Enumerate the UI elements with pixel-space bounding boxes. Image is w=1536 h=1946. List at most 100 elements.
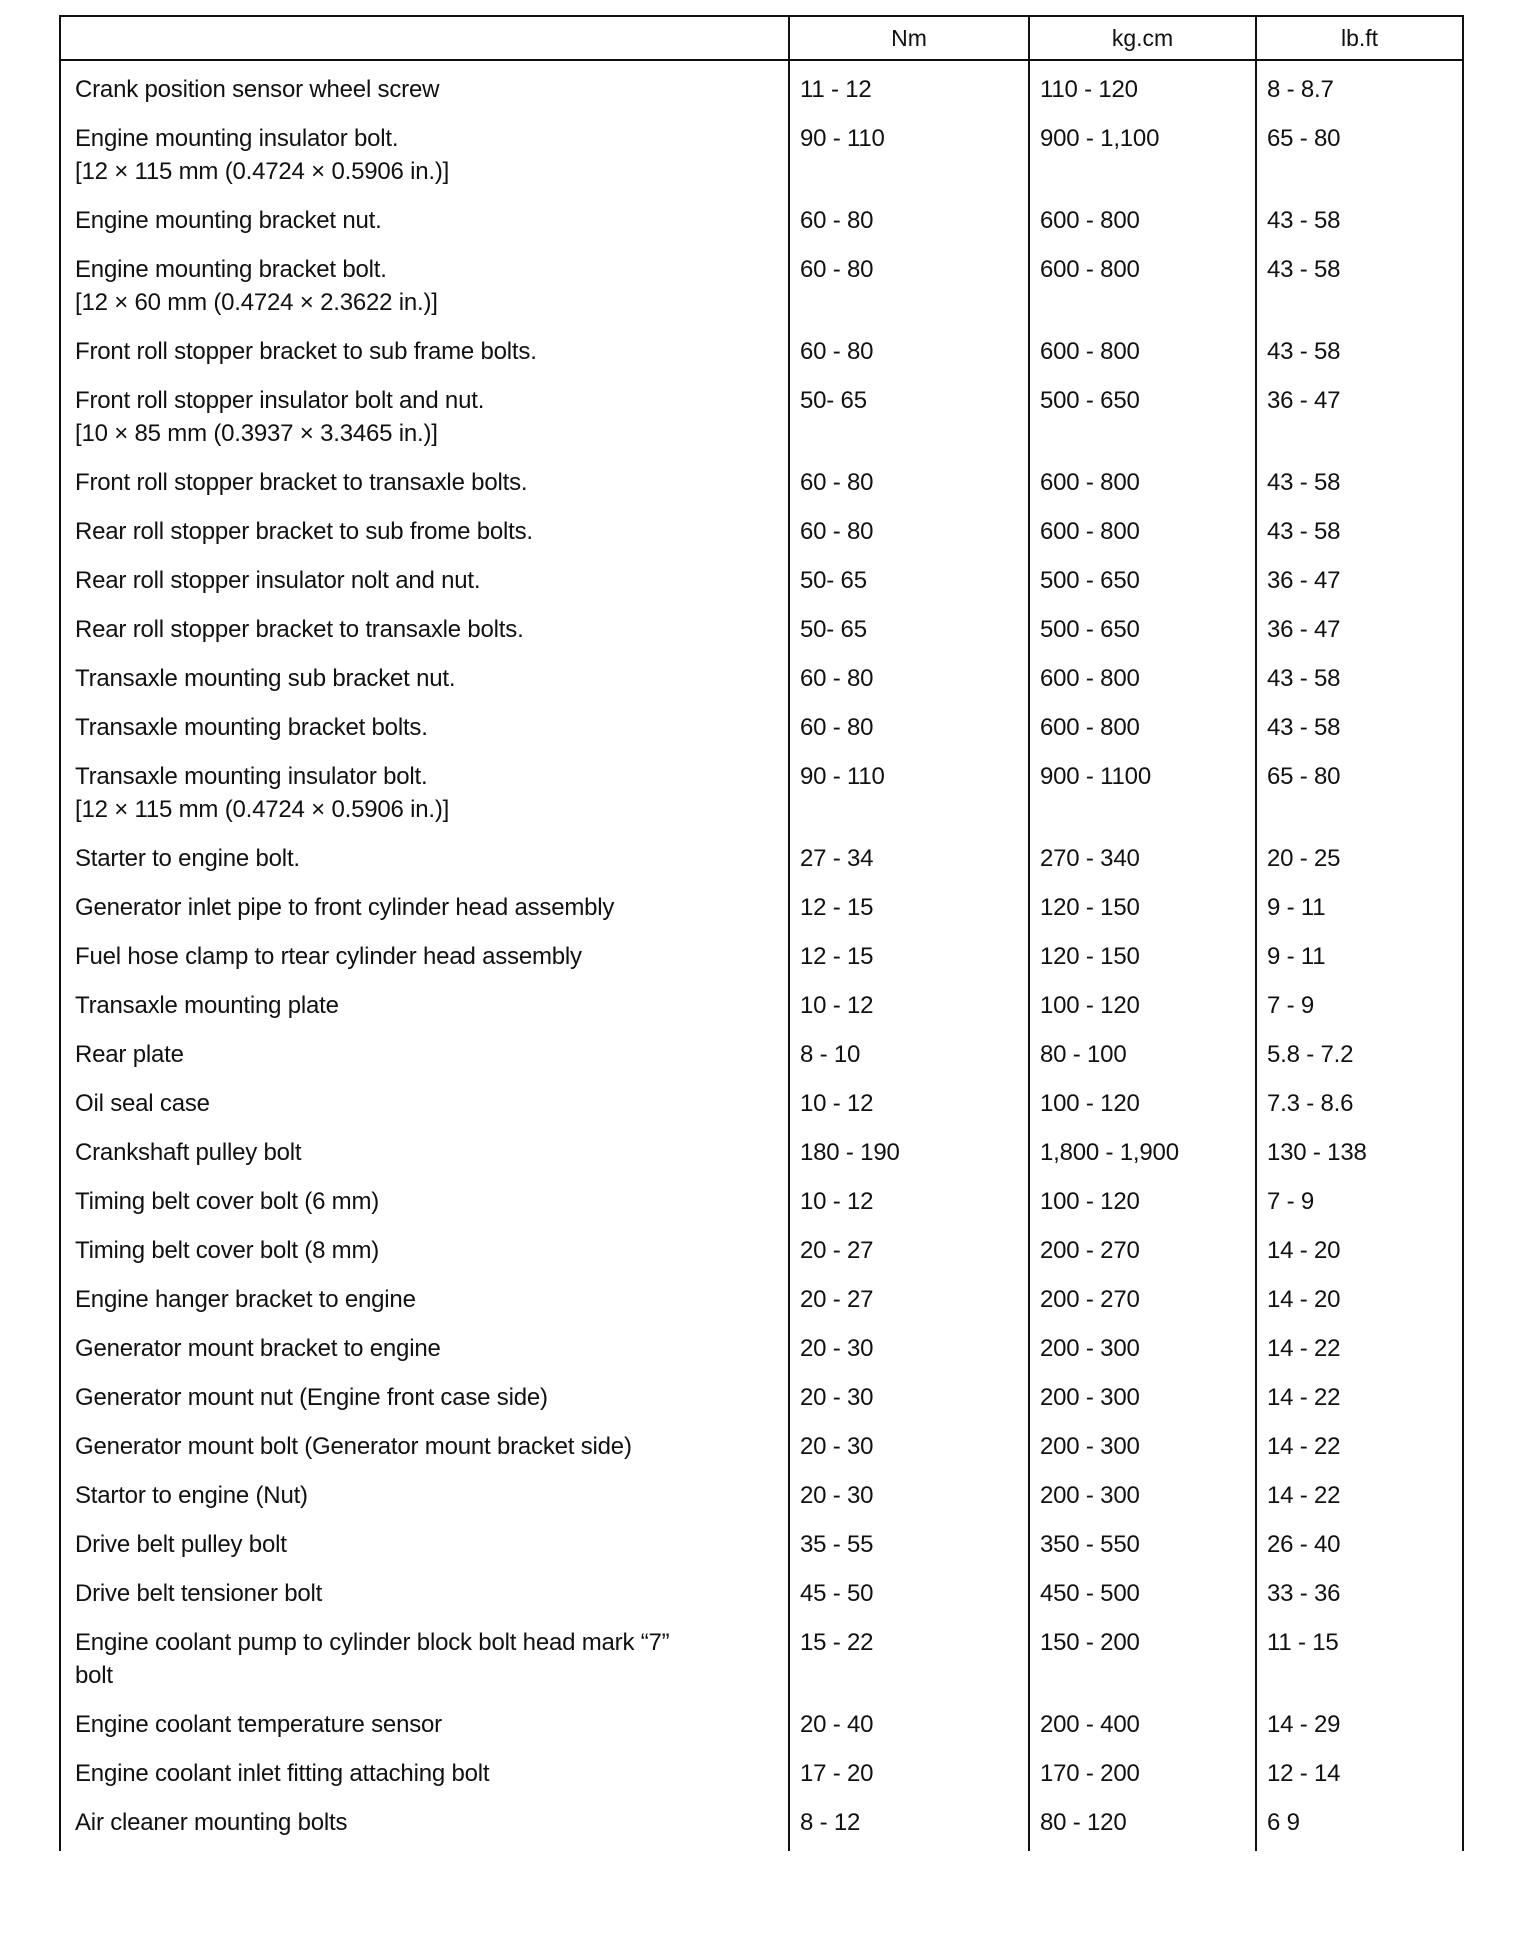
- item-cell: Fuel hose clamp to rtear cylinder head a…: [59, 936, 790, 985]
- nm-cell: 35 - 55: [788, 1524, 1030, 1573]
- item-text: [12 × 60 mm (0.4724 × 2.3622 in.)]: [75, 289, 438, 316]
- kgcm-cell: 900 - 1,100: [1028, 118, 1257, 200]
- kgcm-cell: 600 - 800: [1028, 249, 1257, 331]
- item-cell: Timing belt cover bolt (6 mm): [59, 1181, 790, 1230]
- kgcm-cell: 200 - 300: [1028, 1377, 1257, 1426]
- item-text: Engine coolant inlet fitting attaching b…: [75, 1760, 490, 1787]
- item-cell: Generator mount nut (Engine front case s…: [59, 1377, 790, 1426]
- item-cell: Transaxle mounting plate: [59, 985, 790, 1034]
- nm-cell: 20 - 27: [788, 1279, 1030, 1328]
- item-cell: Transaxle mounting sub bracket nut.: [59, 658, 790, 707]
- lbft-cell: 14 - 22: [1255, 1328, 1464, 1377]
- kgcm-cell: 600 - 800: [1028, 331, 1257, 380]
- lbft-cell: 43 - 58: [1255, 707, 1464, 756]
- lbft-cell: 6 9: [1255, 1802, 1464, 1851]
- item-text: Rear roll stopper bracket to sub frome b…: [75, 518, 533, 545]
- lbft-cell: 8 - 8.7: [1255, 60, 1464, 118]
- lbft-cell: 14 - 22: [1255, 1475, 1464, 1524]
- nm-cell: 60 - 80: [788, 707, 1030, 756]
- lbft-cell: 36 - 47: [1255, 609, 1464, 658]
- table-row: Generator inlet pipe to front cylinder h…: [59, 887, 1464, 936]
- item-text: Engine mounting insulator bolt.: [75, 125, 399, 152]
- lbft-cell: 7 - 9: [1255, 985, 1464, 1034]
- lbft-cell: 36 - 47: [1255, 380, 1464, 462]
- item-text: Front roll stopper bracket to transaxle …: [75, 469, 528, 496]
- table-row: Engine mounting bracket nut. 60 - 80 600 -…: [59, 200, 1464, 249]
- kgcm-cell: 170 - 200: [1028, 1753, 1257, 1802]
- nm-cell: 45 - 50: [788, 1573, 1030, 1622]
- lbft-cell: 14 - 20: [1255, 1279, 1464, 1328]
- item-text: Startor to engine (Nut): [75, 1482, 308, 1509]
- kgcm-cell: 120 - 150: [1028, 936, 1257, 985]
- kgcm-cell: 900 - 1100: [1028, 756, 1257, 838]
- table-row: Generator mount nut (Engine front case s…: [59, 1377, 1464, 1426]
- table-row: Front roll stopper bracket to transaxle …: [59, 462, 1464, 511]
- item-text: Drive belt tensioner bolt: [75, 1580, 323, 1607]
- lbft-cell: 43 - 58: [1255, 249, 1464, 331]
- header-row: Nm kg.cm lb.ft: [59, 15, 1464, 61]
- item-text: Air cleaner mounting bolts: [75, 1809, 348, 1836]
- item-text: Generator mount bolt (Generator mount br…: [75, 1433, 632, 1460]
- lbft-cell: 36 - 47: [1255, 560, 1464, 609]
- item-text: Front roll stopper bracket to sub frame …: [75, 338, 537, 365]
- item-text: Transaxle mounting insulator bolt.: [75, 763, 428, 790]
- table-row: Rear roll stopper insulator nolt and nut…: [59, 560, 1464, 609]
- item-text: Generator inlet pipe to front cylinder h…: [75, 894, 615, 921]
- item-text: Rear roll stopper insulator nolt and nut…: [75, 567, 481, 594]
- item-text: Engine coolant pump to cylinder block bo…: [75, 1629, 670, 1656]
- item-text: Generator mount bracket to engine: [75, 1335, 441, 1362]
- table-row: Engine coolant inlet fitting attaching b…: [59, 1753, 1464, 1802]
- item-text: Engine mounting bracket nut.: [75, 207, 382, 234]
- kgcm-cell: 200 - 270: [1028, 1279, 1257, 1328]
- item-cell: Generator mount bracket to engine: [59, 1328, 790, 1377]
- lbft-cell: 65 - 80: [1255, 756, 1464, 838]
- item-cell: Crankshaft pulley bolt: [59, 1132, 790, 1181]
- item-text: Front roll stopper insulator bolt and nu…: [75, 387, 485, 414]
- lbft-cell: 130 - 138: [1255, 1132, 1464, 1181]
- lbft-cell: 14 - 20: [1255, 1230, 1464, 1279]
- kgcm-cell: 200 - 300: [1028, 1426, 1257, 1475]
- item-text: Timing belt cover bolt (8 mm): [75, 1237, 380, 1264]
- table-row: Engine mounting insulator bolt. [12 × 115…: [59, 118, 1464, 200]
- item-text: [12 × 115 mm (0.4724 × 0.5906 in.)]: [75, 158, 450, 185]
- item-cell: Rear roll stopper bracket to sub frome b…: [59, 511, 790, 560]
- kgcm-cell: 500 - 650: [1028, 380, 1257, 462]
- kgcm-cell: 600 - 800: [1028, 658, 1257, 707]
- kgcm-cell: 150 - 200: [1028, 1622, 1257, 1704]
- lbft-cell: 33 - 36: [1255, 1573, 1464, 1622]
- table-row: Starter to engine bolt. 27 - 34 270 - 340 2…: [59, 838, 1464, 887]
- item-cell: Engine hanger bracket to engine: [59, 1279, 790, 1328]
- lbft-cell: 43 - 58: [1255, 200, 1464, 249]
- kgcm-cell: 600 - 800: [1028, 200, 1257, 249]
- header-kgcm: kg.cm: [1028, 15, 1257, 61]
- lbft-cell: 26 - 40: [1255, 1524, 1464, 1573]
- table-row: Air cleaner mounting bolts 8 - 12 80 - 120…: [59, 1802, 1464, 1851]
- table-row: Drive belt pulley bolt 35 - 55 350 - 550 26…: [59, 1524, 1464, 1573]
- item-cell: Front roll stopper bracket to transaxle …: [59, 462, 790, 511]
- item-cell: Drive belt pulley bolt: [59, 1524, 790, 1573]
- item-cell: Engine coolant pump to cylinder block bo…: [59, 1622, 790, 1704]
- item-cell: Drive belt tensioner bolt: [59, 1573, 790, 1622]
- nm-cell: 11 - 12: [788, 60, 1030, 118]
- nm-cell: 8 - 12: [788, 1802, 1030, 1851]
- item-cell: Generator mount bolt (Generator mount br…: [59, 1426, 790, 1475]
- table-row: Generator mount bolt (Generator mount br…: [59, 1426, 1464, 1475]
- nm-cell: 20 - 30: [788, 1475, 1030, 1524]
- table-row: Engine hanger bracket to engine 20 - 27 20…: [59, 1279, 1464, 1328]
- item-text: Fuel hose clamp to rtear cylinder head a…: [75, 943, 582, 970]
- table-row: Generator mount bracket to engine 20 - 30…: [59, 1328, 1464, 1377]
- lbft-cell: 14 - 29: [1255, 1704, 1464, 1753]
- nm-cell: 60 - 80: [788, 511, 1030, 560]
- table-row: Front roll stopper insulator bolt and nu…: [59, 380, 1464, 462]
- lbft-cell: 43 - 58: [1255, 658, 1464, 707]
- kgcm-cell: 200 - 300: [1028, 1475, 1257, 1524]
- kgcm-cell: 100 - 120: [1028, 1181, 1257, 1230]
- nm-cell: 60 - 80: [788, 249, 1030, 331]
- table-row: Transaxle mounting insulator bolt. [12 × …: [59, 756, 1464, 838]
- table-row: Drive belt tensioner bolt 45 - 50 450 - 50…: [59, 1573, 1464, 1622]
- table-row: Rear roll stopper bracket to sub frome b…: [59, 511, 1464, 560]
- nm-cell: 180 - 190: [788, 1132, 1030, 1181]
- kgcm-cell: 600 - 800: [1028, 511, 1257, 560]
- lbft-cell: 9 - 11: [1255, 936, 1464, 985]
- table-row: Transaxle mounting bracket bolts. 60 - 80…: [59, 707, 1464, 756]
